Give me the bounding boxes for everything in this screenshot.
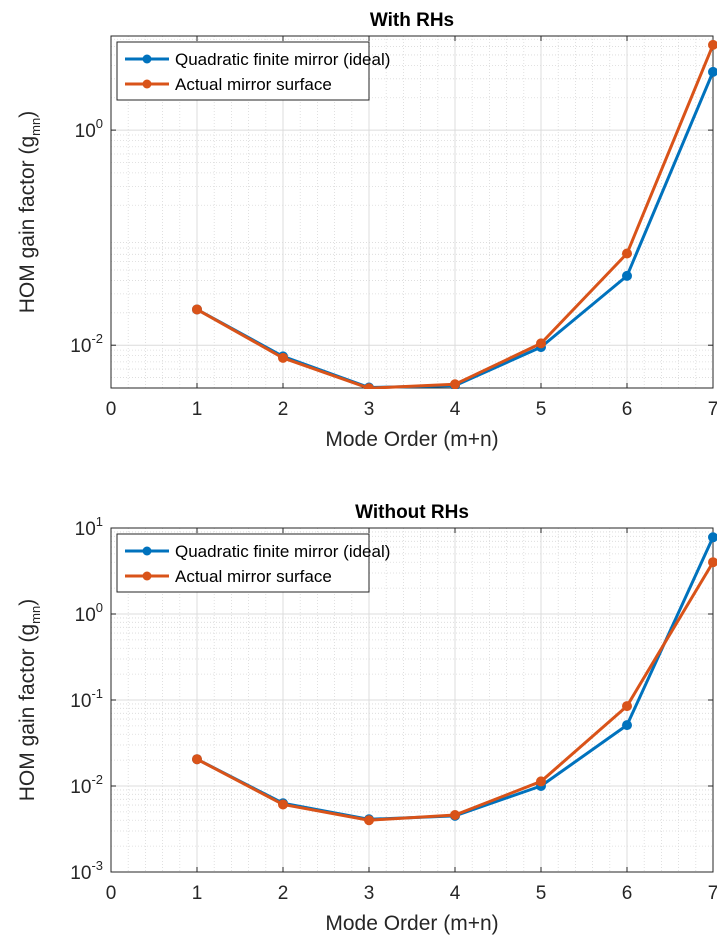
- y-tick-label: 100: [75, 600, 103, 626]
- y-axis-label: HOM gain factor (gmn): [16, 111, 43, 313]
- series-2: [192, 557, 717, 826]
- data-point: [192, 754, 202, 765]
- series-2: [192, 39, 717, 389]
- y-tick-label: 101: [75, 514, 103, 540]
- y-tick-label: 10-3: [70, 858, 103, 884]
- legend-marker: [142, 79, 152, 89]
- data-point: [708, 532, 717, 543]
- data-point: [708, 66, 717, 77]
- x-tick-label: 6: [622, 399, 633, 420]
- x-tick-label: 6: [622, 883, 633, 904]
- chart-title: Without RHs: [355, 502, 469, 523]
- x-tick-label: 7: [708, 399, 717, 420]
- legend-box: [116, 41, 370, 101]
- x-tick-label: 7: [708, 883, 717, 904]
- legend: Quadratic finite mirror (ideal) Actual mi…: [116, 533, 390, 593]
- legend: Quadratic finite mirror (ideal) Actual mi…: [116, 41, 390, 101]
- data-point: [192, 304, 202, 315]
- data-point: [364, 383, 374, 389]
- legend-label: Quadratic finite mirror (ideal): [175, 50, 390, 69]
- chart-title: With RHs: [370, 10, 454, 31]
- data-point: [708, 39, 717, 50]
- data-point: [622, 248, 632, 259]
- data-point: [536, 338, 546, 349]
- legend-label: Actual mirror surface: [175, 75, 332, 94]
- data-point: [622, 270, 632, 281]
- y-axis-label: HOM gain factor (gmn): [16, 599, 43, 801]
- data-point: [450, 379, 460, 389]
- y-tick-label: 10-1: [70, 686, 103, 712]
- x-axis-label: Mode Order (m+n): [325, 428, 498, 451]
- x-tick-label: 1: [192, 883, 203, 904]
- x-tick-label: 0: [106, 883, 117, 904]
- legend-box: [116, 533, 370, 593]
- chart-1: 0 1 2 3 4 5 6 7 100 10-2 With RHs Mode Order (m+n) H…: [16, 10, 717, 451]
- chart-2: 0 1 2 3 4 5 6 7 101 100 10-1 10-2 10-3 Without RHs Mod…: [16, 502, 717, 935]
- data-point: [364, 815, 374, 826]
- data-point: [278, 352, 288, 363]
- y-tick-label: 10-2: [70, 331, 103, 357]
- x-axis-label: Mode Order (m+n): [325, 912, 498, 935]
- x-tick-label: 4: [450, 883, 461, 904]
- x-tick-label: 3: [364, 399, 375, 420]
- legend-marker: [142, 571, 152, 581]
- x-tick-label: 0: [106, 399, 117, 420]
- x-tick-label: 2: [278, 399, 289, 420]
- x-tick-label: 4: [450, 399, 461, 420]
- x-tick-label: 1: [192, 399, 203, 420]
- x-tick-label: 5: [536, 399, 547, 420]
- data-point: [278, 799, 288, 810]
- data-point: [622, 701, 632, 712]
- legend-label: Quadratic finite mirror (ideal): [175, 542, 390, 561]
- y-tick-label: 10-2: [70, 772, 103, 798]
- data-point: [536, 776, 546, 787]
- data-point: [708, 557, 717, 568]
- x-tick-label: 5: [536, 883, 547, 904]
- data-point: [450, 810, 460, 821]
- x-tick-label: 2: [278, 883, 289, 904]
- legend-label: Actual mirror surface: [175, 567, 332, 586]
- x-tick-label: 3: [364, 883, 375, 904]
- legend-marker: [142, 546, 152, 556]
- data-point: [622, 720, 632, 731]
- y-tick-label: 100: [75, 116, 103, 142]
- legend-marker: [142, 54, 152, 64]
